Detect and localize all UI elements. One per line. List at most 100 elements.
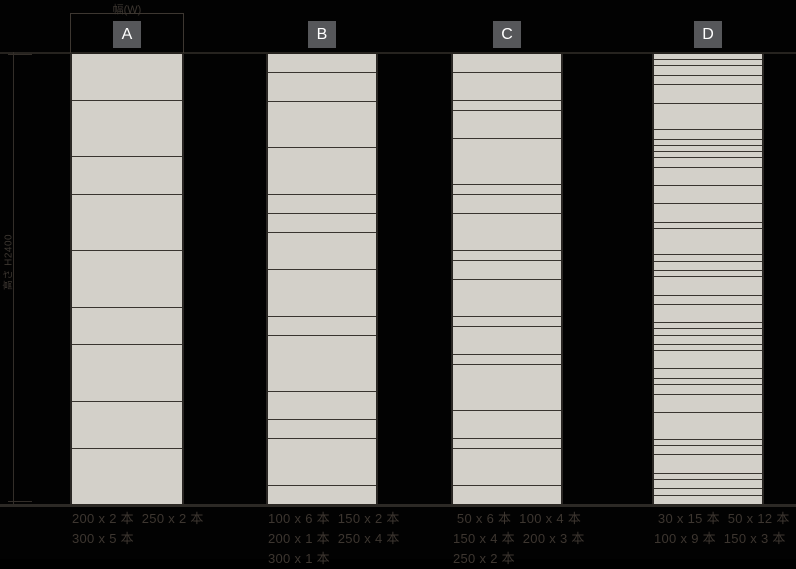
caption-line: 200 x 2 本 250 x 2 本 — [72, 511, 204, 526]
board-50mm — [654, 334, 762, 345]
board-100mm — [654, 84, 762, 103]
board-250mm — [453, 138, 561, 184]
board-50mm — [453, 354, 561, 364]
board-50mm — [654, 129, 762, 139]
board-300mm — [268, 335, 376, 391]
board-30mm — [654, 328, 762, 335]
ground-line — [0, 504, 796, 507]
column-A-header: A — [113, 21, 141, 48]
board-30mm — [654, 322, 762, 329]
height-dimension-line — [8, 52, 32, 504]
board-30mm — [654, 344, 762, 351]
board-100mm — [268, 484, 376, 504]
column-A-caption: 200 x 2 本 250 x 2 本 300 x 5 本 — [72, 509, 204, 549]
column-B-stack — [266, 54, 378, 504]
board-150mm — [654, 227, 762, 255]
column-C-caption: 50 x 6 本 100 x 4 本 150 x 4 本 200 x 3 本 250… — [453, 509, 585, 569]
board-50mm — [654, 384, 762, 394]
board-100mm — [654, 454, 762, 473]
column-D-caption: 30 x 15 本 50 x 12 本 100 x 9 本 150 x 3 本 — [654, 509, 790, 549]
board-50mm — [654, 478, 762, 489]
board-50mm — [654, 494, 762, 505]
board-50mm — [654, 368, 762, 379]
caption-line: 50 x 6 本 100 x 4 本 — [453, 511, 582, 526]
board-30mm — [654, 438, 762, 445]
board-30mm — [654, 270, 762, 277]
board-100mm — [654, 185, 762, 204]
column-D-header: D — [694, 21, 722, 48]
board-50mm — [654, 444, 762, 455]
board-100mm — [654, 203, 762, 222]
board-200mm — [453, 213, 561, 250]
board-100mm — [268, 193, 376, 213]
board-100mm — [268, 54, 376, 73]
board-100mm — [453, 260, 561, 279]
board-200mm — [72, 156, 182, 195]
board-150mm — [654, 102, 762, 130]
board-30mm — [654, 378, 762, 385]
caption-line: 150 x 4 本 200 x 3 本 — [453, 531, 585, 546]
board-30mm — [654, 138, 762, 146]
board-200mm — [453, 448, 561, 485]
board-50mm — [453, 184, 561, 194]
board-200mm — [453, 279, 561, 316]
column-A-stack — [70, 54, 184, 504]
board-300mm — [72, 250, 182, 307]
board-200mm — [72, 306, 182, 345]
board-300mm — [72, 100, 182, 157]
board-200mm — [268, 231, 376, 270]
width-dimension-bracket — [70, 13, 184, 53]
caption-line: 250 x 2 本 — [453, 551, 515, 566]
column-D-stack — [652, 54, 764, 505]
board-30mm — [654, 54, 762, 60]
board-50mm — [453, 438, 561, 448]
board-250mm — [268, 100, 376, 148]
board-150mm — [654, 411, 762, 439]
board-50mm — [654, 260, 762, 271]
caption-line: 200 x 1 本 250 x 4 本 — [268, 531, 400, 546]
board-30mm — [654, 151, 762, 158]
board-50mm — [453, 316, 561, 326]
board-250mm — [268, 438, 376, 485]
board-100mm — [654, 393, 762, 412]
board-50mm — [654, 157, 762, 168]
caption-line: 300 x 1 本 — [268, 551, 330, 566]
board-250mm — [268, 269, 376, 316]
board-50mm — [453, 250, 561, 260]
board-250mm — [72, 400, 182, 448]
board-300mm — [72, 447, 182, 504]
board-30mm — [654, 221, 762, 228]
board-100mm — [654, 350, 762, 369]
caption-line: 100 x 9 本 150 x 3 本 — [654, 531, 786, 546]
board-300mm — [72, 194, 182, 251]
column-C-stack — [451, 54, 563, 504]
board-150mm — [453, 110, 561, 138]
board-300mm — [72, 344, 182, 401]
board-150mm — [453, 72, 561, 100]
board-30mm — [654, 472, 762, 479]
board-100mm — [453, 194, 561, 213]
column-B-header: B — [308, 21, 336, 48]
column-C-header: C — [493, 21, 521, 48]
height-label: 高さ H2400 — [3, 233, 15, 291]
board-150mm — [453, 326, 561, 354]
board-100mm — [654, 276, 762, 295]
caption-line: 300 x 5 本 — [72, 531, 134, 546]
board-30mm — [654, 59, 762, 66]
board-100mm — [654, 304, 762, 323]
board-100mm — [268, 212, 376, 232]
board-250mm — [72, 54, 182, 101]
board-30mm — [654, 145, 762, 152]
board-250mm — [268, 147, 376, 194]
board-100mm — [268, 419, 376, 439]
caption-line: 100 x 6 本 150 x 2 本 — [268, 511, 400, 526]
board-50mm — [453, 100, 561, 110]
column-B-caption: 100 x 6 本 150 x 2 本 200 x 1 本 250 x 4 本 30… — [268, 509, 400, 569]
board-50mm — [654, 294, 762, 305]
width-label: 幅(W) — [112, 4, 142, 16]
board-100mm — [268, 315, 376, 336]
top-guide-line — [0, 52, 796, 54]
board-50mm — [654, 74, 762, 85]
board-150mm — [453, 410, 561, 438]
